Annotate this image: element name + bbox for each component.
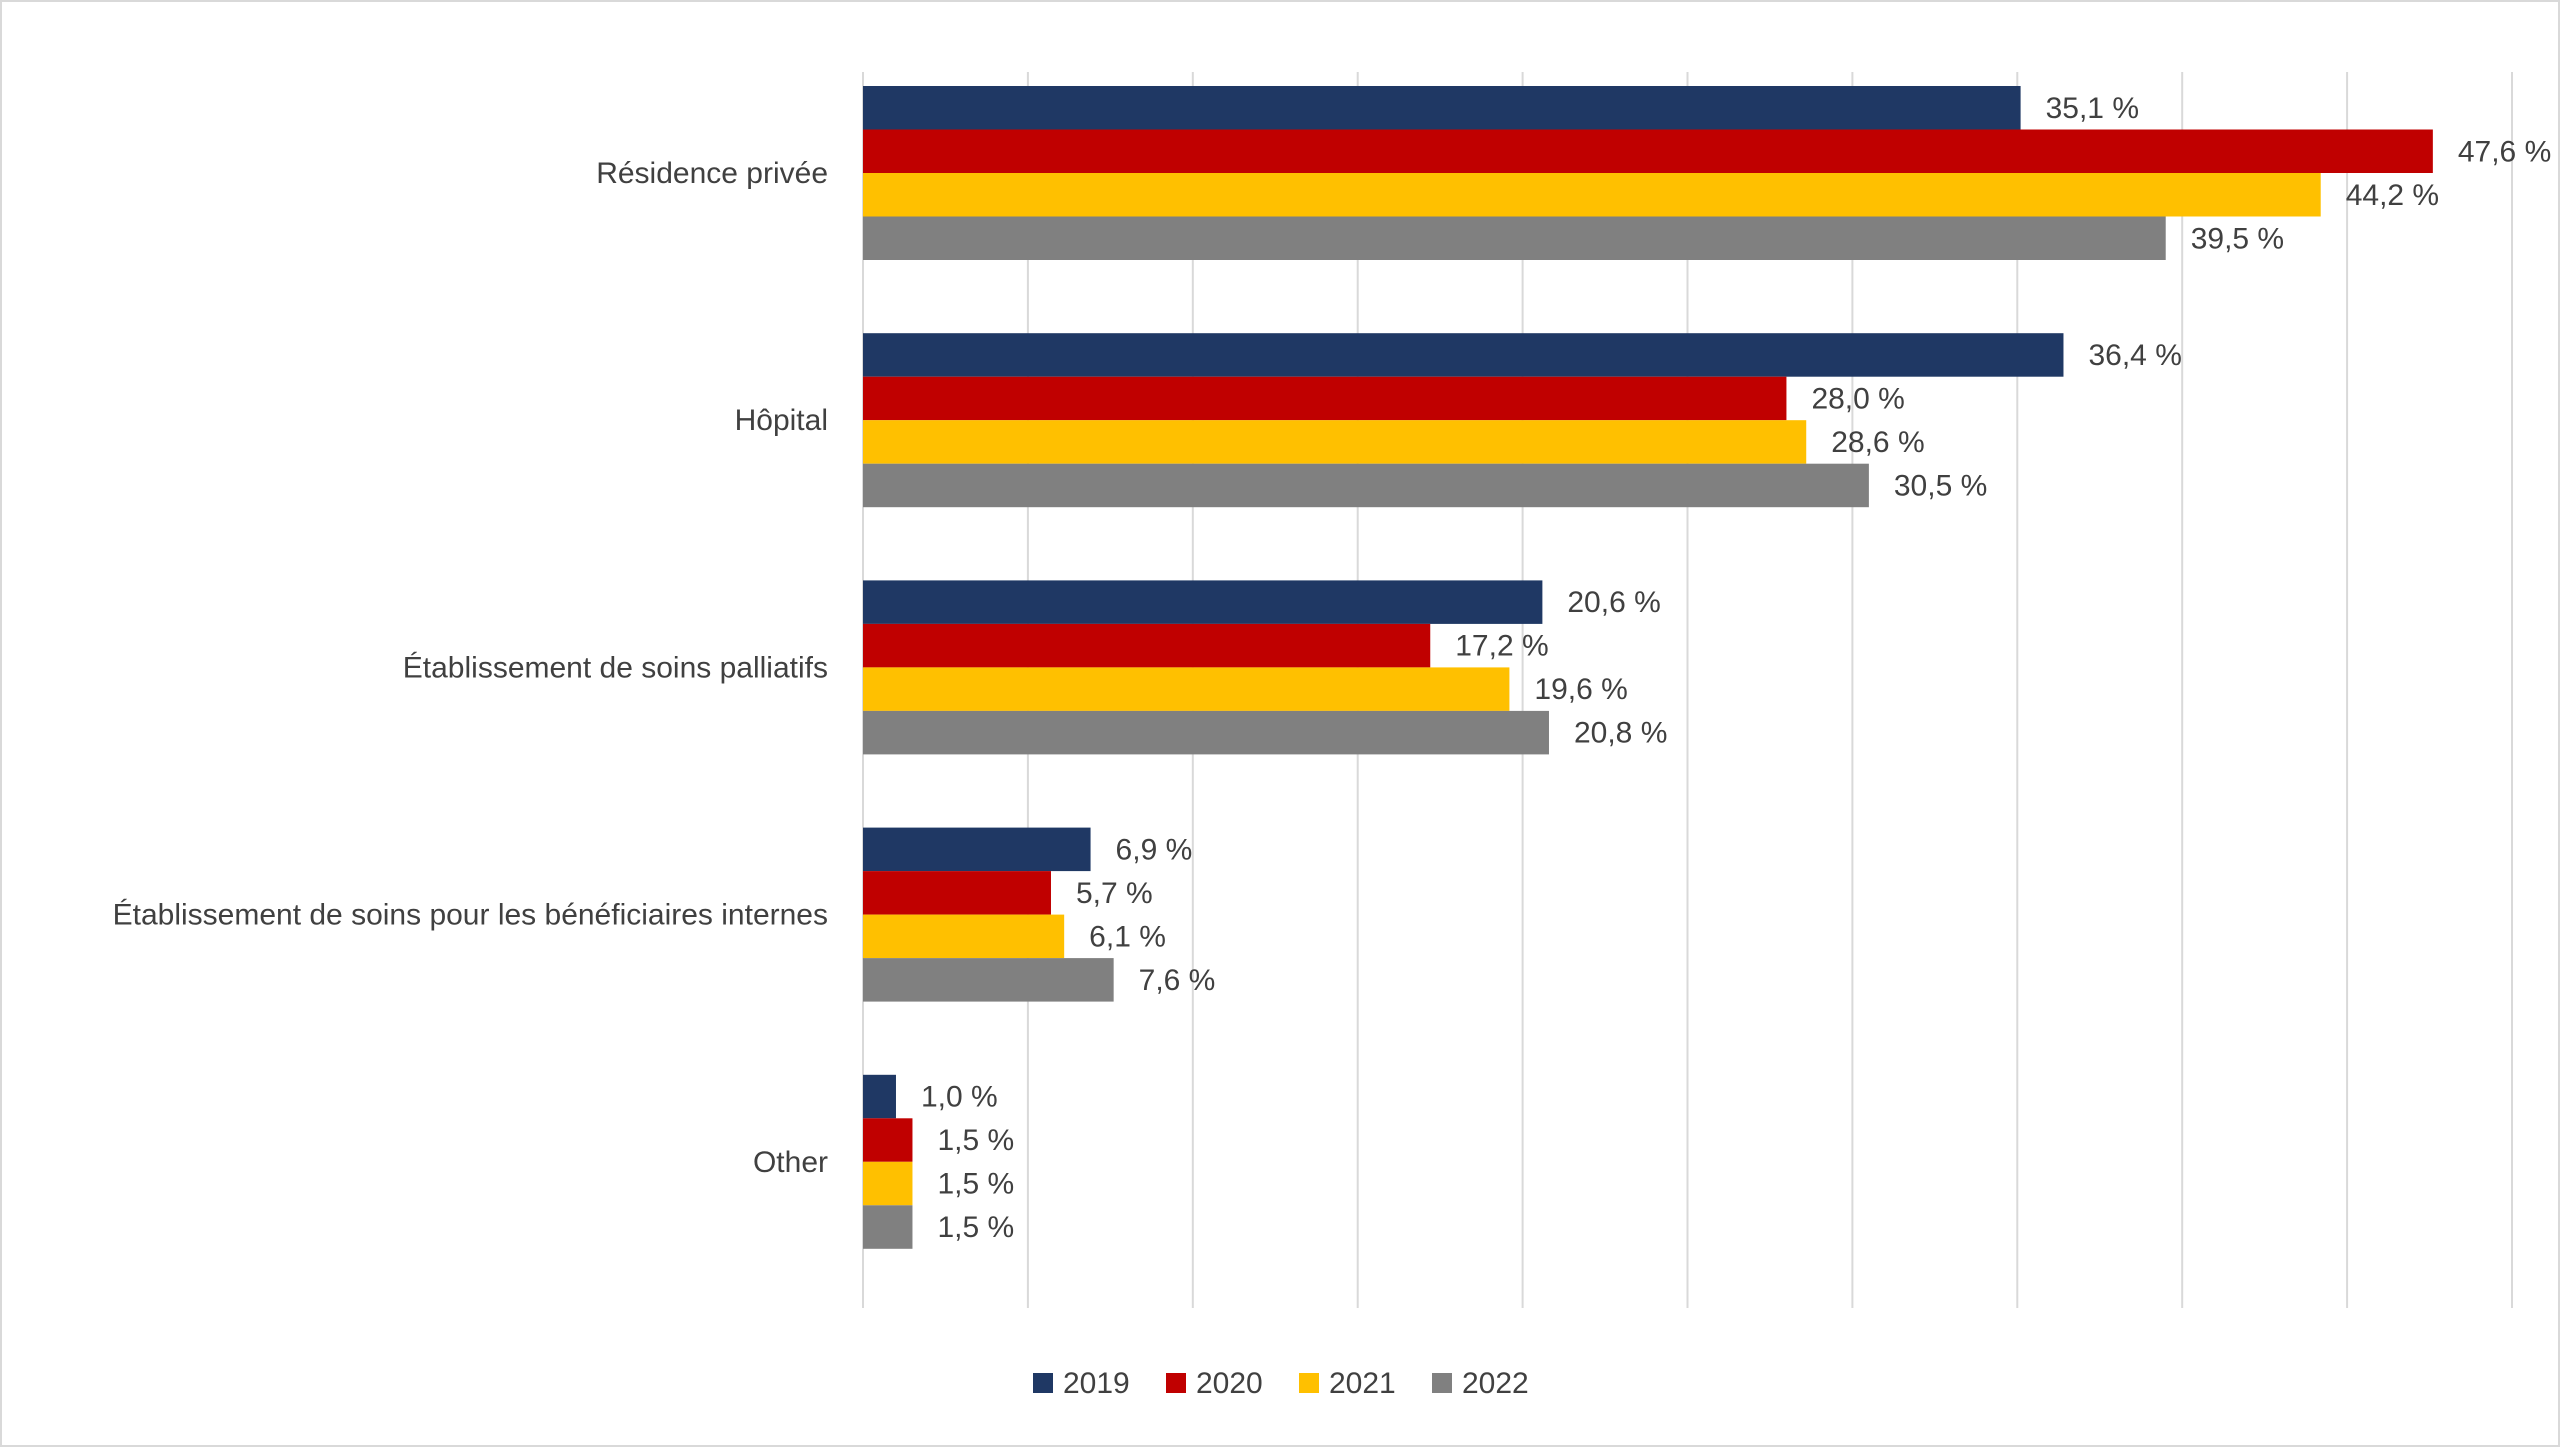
bar <box>863 958 1114 1002</box>
data-label: 5,7 % <box>1076 877 1153 910</box>
data-label: 35,1 % <box>2046 92 2139 125</box>
data-label: 19,6 % <box>1534 673 1627 706</box>
data-label: 44,2 % <box>2346 179 2439 212</box>
bars <box>863 86 2433 1249</box>
bar <box>863 1118 913 1162</box>
data-label: 28,0 % <box>1811 382 1904 415</box>
category-label: Hôpital <box>735 404 828 437</box>
data-label: 28,6 % <box>1831 426 1924 459</box>
data-label: 47,6 % <box>2458 135 2551 168</box>
data-label: 6,9 % <box>1116 833 1193 866</box>
category-label: Établissement de soins palliatifs <box>403 651 828 684</box>
bar <box>863 710 1549 755</box>
bar <box>863 827 1091 872</box>
bar <box>863 86 2021 130</box>
category-label: Résidence privée <box>596 157 828 190</box>
bar <box>863 667 1510 711</box>
category-labels: Résidence privée Hôpital Établissement de … <box>113 157 828 1179</box>
legend-label: 2019 <box>1063 1367 1130 1400</box>
bar <box>863 376 1787 421</box>
bar <box>863 129 2433 173</box>
legend-label: 2020 <box>1196 1367 1263 1400</box>
bar <box>863 1161 913 1206</box>
bar <box>863 1074 896 1119</box>
bar <box>863 173 2321 217</box>
data-label: 30,5 % <box>1894 469 1987 502</box>
data-label: 39,5 % <box>2191 222 2284 255</box>
legend-swatch <box>1432 1373 1452 1393</box>
legend: 2019 2020 2021 2022 <box>1033 1367 1529 1400</box>
legend-label: 2021 <box>1329 1367 1396 1400</box>
data-label: 1,0 % <box>921 1081 998 1114</box>
bar <box>863 580 1543 624</box>
legend-swatch <box>1033 1373 1053 1393</box>
data-labels: 35,1 % 47,6 % 44,2 % 39,5 % 36,4 % 28,0 % 28,6… <box>921 92 2551 1244</box>
bar <box>863 914 1065 959</box>
bar <box>863 463 1869 508</box>
data-label: 1,5 % <box>937 1211 1014 1244</box>
bar <box>863 871 1051 915</box>
data-label: 7,6 % <box>1139 964 1216 997</box>
data-label: 20,8 % <box>1574 717 1667 750</box>
data-label: 36,4 % <box>2088 339 2181 372</box>
bar <box>863 1205 913 1249</box>
legend-swatch <box>1166 1373 1186 1393</box>
bar <box>863 420 1807 464</box>
category-label: Other <box>753 1146 828 1179</box>
legend-swatch <box>1299 1373 1319 1393</box>
bar <box>863 216 2166 260</box>
bar <box>863 333 2064 377</box>
bar <box>863 623 1431 668</box>
category-label: Établissement de soins pour les bénéfici… <box>113 899 828 932</box>
data-label: 17,2 % <box>1455 630 1548 663</box>
data-label: 6,1 % <box>1089 920 1166 953</box>
data-label: 20,6 % <box>1567 586 1660 619</box>
data-label: 1,5 % <box>937 1168 1014 1201</box>
legend-label: 2022 <box>1462 1367 1529 1400</box>
data-label: 1,5 % <box>937 1124 1014 1157</box>
